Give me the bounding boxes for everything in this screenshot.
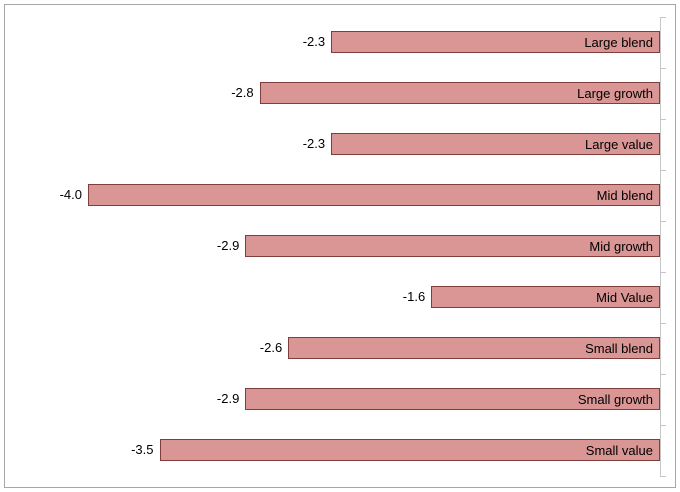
bar: Large growth [259,82,660,104]
bar: Small value [159,439,660,461]
bar: Mid Value [431,286,660,308]
axis-tick [660,373,666,375]
bar-category-label: Mid Value [596,289,653,305]
bar-category-label: Small growth [577,391,653,407]
axis-tick [660,118,666,120]
bar: Large blend [331,31,660,53]
chart-frame: Large blend -2.3 Large growth -2.8 Large val… [4,4,676,488]
bar-value-label: -2.9 [216,238,240,253]
bar-value-label: -2.3 [302,34,326,49]
bar-value-label: -3.5 [131,442,154,457]
bar-category-label: Large value [585,136,653,152]
bar-value-label: -1.6 [402,289,426,304]
axis-tick [660,322,666,324]
bar-value-label: -2.6 [259,340,283,355]
bar-value-label: -2.3 [302,136,326,151]
bar-value-label: -2.9 [216,391,240,406]
bar-category-label: Mid growth [589,238,653,254]
axis-tick [660,424,666,426]
bar-category-label: Small blend [585,340,653,356]
bar-value-label: -4.0 [59,187,82,202]
bar-category-label: Large growth [577,85,653,101]
bar: Large value [331,133,660,155]
category-axis-line [660,16,661,476]
axis-tick [660,220,666,222]
bar: Small growth [245,388,660,410]
axis-tick [660,16,666,18]
bar: Mid blend [88,184,660,206]
bar: Small blend [288,337,660,359]
bar-category-label: Mid blend [596,187,653,203]
axis-tick [660,169,666,171]
bar-category-label: Large blend [584,34,653,50]
axis-tick [660,67,666,69]
bar-value-label: -2.8 [231,85,254,100]
axis-tick [660,475,666,477]
bar-category-label: Small value [585,442,653,458]
plot-area: Large blend -2.3 Large growth -2.8 Large val… [5,5,675,487]
axis-tick [660,271,666,273]
bar: Mid growth [245,235,660,257]
